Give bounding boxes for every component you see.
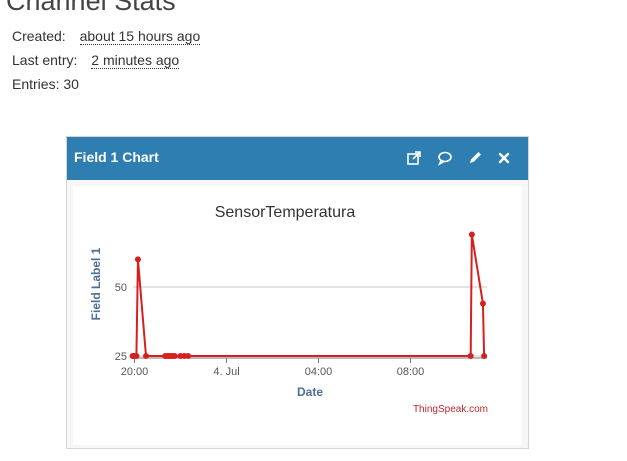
- x-tick-label: 04:00: [305, 366, 333, 378]
- credit-link[interactable]: ThingSpeak.com: [413, 404, 488, 415]
- created-value: about 15 hours ago: [79, 28, 201, 45]
- entries-count: Entries: 30: [12, 76, 79, 92]
- last-entry-row: Last entry: 2 minutes ago: [12, 52, 180, 69]
- data-point: [143, 353, 149, 359]
- data-point: [134, 256, 141, 263]
- data-point: [468, 231, 475, 238]
- data-point: [133, 353, 140, 359]
- field-chart-widget: Field 1 Chart SensorTemperatura: [66, 136, 529, 449]
- y-tick-label: 25: [115, 351, 127, 363]
- close-icon[interactable]: [495, 149, 513, 167]
- x-tick-label: 4. Jul: [213, 366, 239, 378]
- pencil-icon[interactable]: [466, 149, 484, 167]
- external-link-icon[interactable]: [405, 149, 423, 167]
- data-point: [479, 300, 486, 307]
- series-line: [132, 233, 486, 357]
- chart-area: SensorTemperatura Field Label 1 Date Thi…: [73, 186, 522, 445]
- created-row: Created: about 15 hours ago: [12, 28, 201, 45]
- widget-header: Field 1 Chart: [67, 137, 528, 180]
- data-point: [171, 353, 178, 359]
- comment-icon[interactable]: [436, 149, 454, 167]
- data-point: [481, 353, 488, 359]
- chart-title: SensorTemperatura: [215, 204, 356, 221]
- y-tick-label: 50: [115, 282, 127, 294]
- chart-svg: SensorTemperatura Field Label 1 Date Thi…: [89, 204, 488, 415]
- page-title: Channel Stats: [6, 0, 176, 16]
- x-axis-label: Date: [297, 385, 323, 399]
- last-entry-label: Last entry:: [12, 52, 78, 68]
- y-axis-label: Field Label 1: [89, 247, 103, 320]
- last-entry-value: 2 minutes ago: [91, 52, 180, 69]
- created-label: Created:: [12, 28, 66, 44]
- widget-title: Field 1 Chart: [74, 149, 159, 165]
- x-tick-label: 08:00: [397, 366, 425, 378]
- data-point: [185, 353, 192, 359]
- data-point: [467, 353, 474, 359]
- x-tick-label: 20:00: [121, 366, 149, 378]
